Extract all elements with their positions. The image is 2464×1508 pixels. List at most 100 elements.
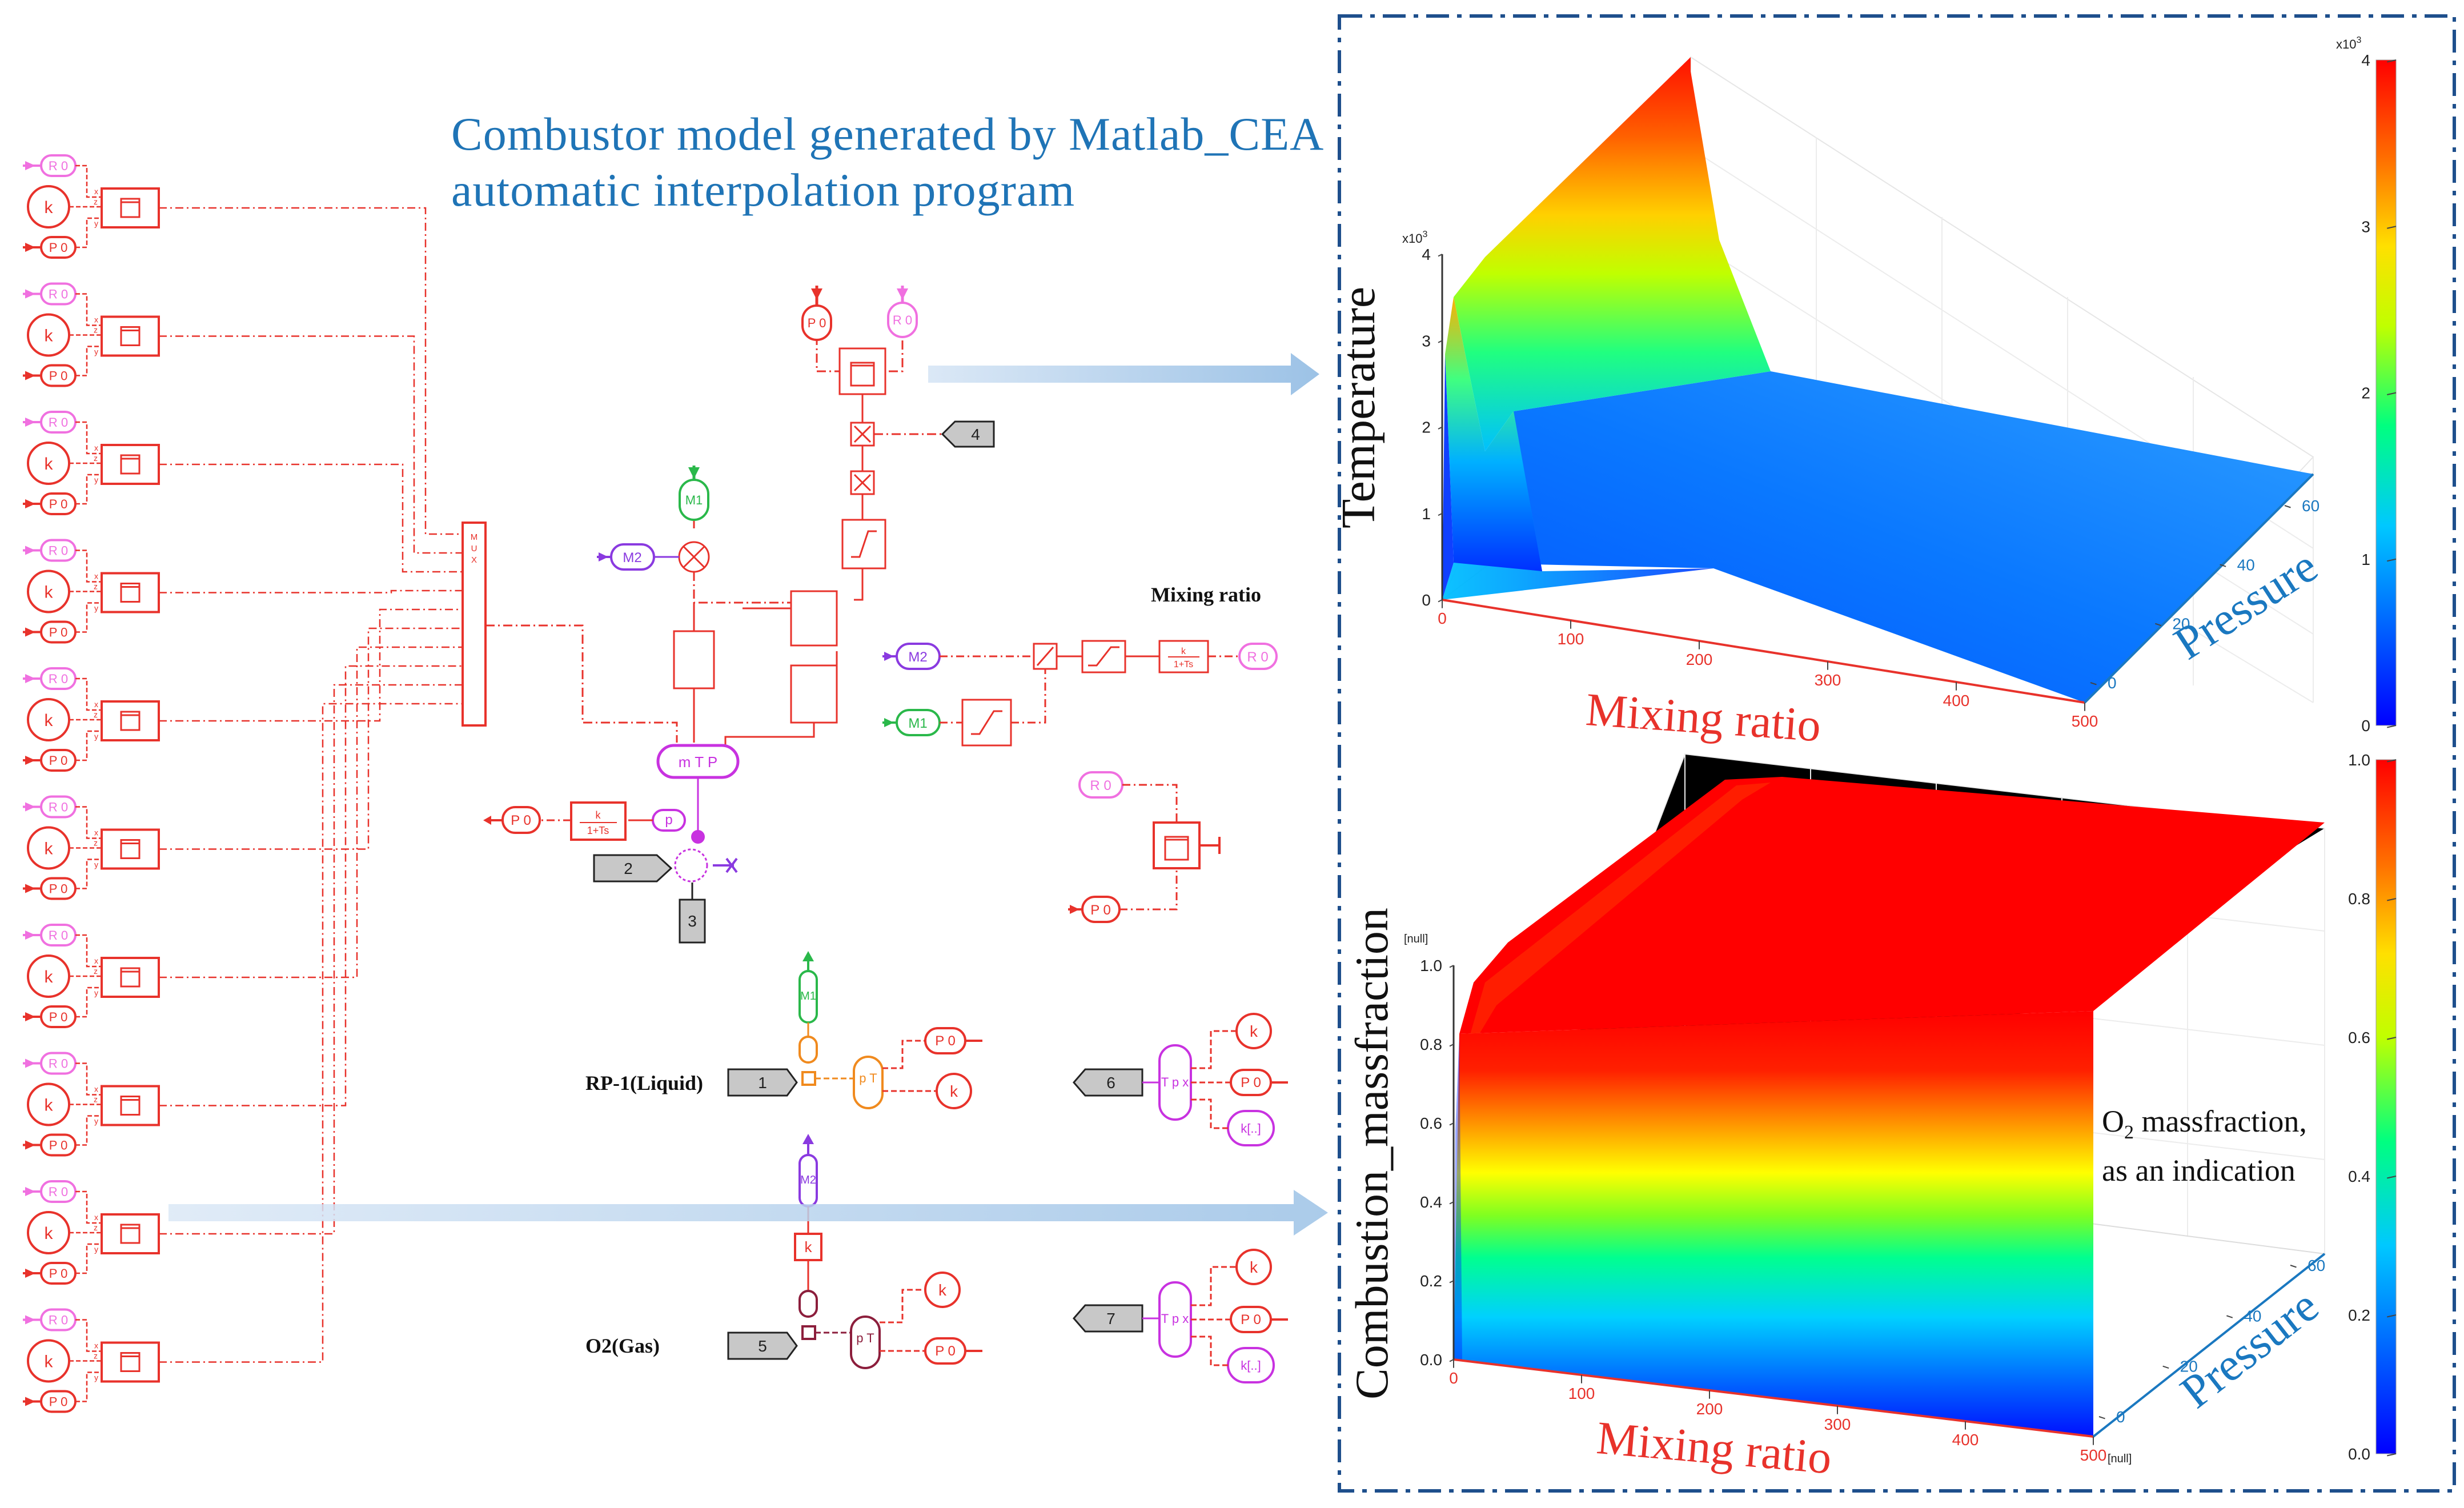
interp-port-y: y — [94, 1245, 98, 1254]
tick-mark — [2387, 1176, 2397, 1179]
tick-mark — [1449, 1359, 1454, 1362]
tick-label: 40 — [2237, 556, 2255, 573]
aux-p0-label: P 0 — [1090, 903, 1111, 918]
o2-k-box-label: k — [805, 1238, 813, 1256]
mux-block: M U X — [462, 522, 487, 727]
interp-port-y: y — [94, 860, 98, 869]
interp-r0-label: R 0 — [49, 672, 68, 686]
mf-z-unit: [null] — [1404, 933, 1428, 945]
tick-label: 300 — [1824, 1415, 1851, 1433]
tick-label: 0.2 — [1420, 1272, 1442, 1290]
interp-k-label: k — [45, 327, 54, 346]
tick-mark — [2284, 505, 2291, 508]
tick-label: 20 — [2180, 1358, 2198, 1375]
mux-label-x: X — [471, 555, 477, 565]
tag-2-label: 2 — [624, 860, 633, 877]
interp-r0-label: R 0 — [49, 159, 68, 173]
figure-title-line-1: Combustor model generated by Matlab_CEA — [451, 108, 1325, 160]
tick-label: 100 — [1558, 630, 1584, 648]
tick-label: 0.2 — [2348, 1306, 2370, 1324]
mixer-m2-label: M2 — [623, 550, 641, 566]
interp-r0-label: R 0 — [49, 544, 68, 558]
tick-label: 4 — [1422, 246, 1431, 263]
interp-port-z: z — [94, 710, 98, 719]
temp-z-label: Temperature — [1332, 286, 1385, 528]
lag-den: 1+Ts — [587, 825, 609, 836]
tick-label: 0 — [1422, 591, 1431, 609]
mr-tf-num: k — [1181, 647, 1186, 656]
mf-colorbar — [2375, 759, 2397, 1454]
rp1-pt-label: p T — [859, 1071, 877, 1085]
interp-block-5: R 0 k P 0 xz y — [23, 608, 463, 772]
mf-x-axis — [1453, 1358, 2094, 1438]
interp-port-y: y — [94, 475, 98, 484]
tick-label: 3 — [1422, 332, 1431, 350]
interp-port-y: y — [94, 1117, 98, 1126]
mf-surface-front — [1454, 1011, 2093, 1437]
tag-4-label: 4 — [971, 426, 980, 443]
tick-mark — [2387, 392, 2397, 395]
tag-3-label: 3 — [688, 912, 697, 930]
o2-m2-label: M2 — [800, 1174, 816, 1186]
temp-y-axis — [2084, 473, 2314, 704]
rp1-p0-label: P 0 — [935, 1033, 956, 1049]
plots-frame — [1338, 14, 2456, 1493]
tick-label: 0 — [2108, 674, 2117, 692]
aux-lookup: R 0 P 0 — [1068, 771, 1221, 923]
o2-label: O2(Gas) — [585, 1334, 660, 1357]
reader-6-tpx: T p x — [1161, 1075, 1189, 1089]
tick-label: 60 — [2308, 1257, 2325, 1274]
temp-surface-ridge — [1454, 57, 1771, 451]
temp-z-multiplier: x103 — [1402, 230, 1427, 246]
tick-mark — [2387, 1037, 2397, 1040]
o2-source: M2 k p T k P 0 5 — [727, 1134, 982, 1369]
interp-port-z: z — [94, 1095, 98, 1104]
interp-k-label: k — [45, 1353, 54, 1371]
lookup-inputs: P 0 R 0 4 — [801, 286, 995, 448]
tick-label: 2 — [1422, 419, 1431, 436]
reader-6-p0: P 0 — [1241, 1075, 1261, 1090]
o2-p0-label: P 0 — [935, 1343, 956, 1359]
tick-mark — [2387, 1453, 2397, 1457]
tick-mark — [2387, 1314, 2397, 1318]
tick-label: 0.6 — [1420, 1114, 1442, 1132]
mixer-inputs: M1 M2 — [597, 466, 709, 571]
tick-mark — [2290, 1265, 2297, 1268]
tick-label: 4 — [2361, 51, 2370, 69]
interp-k-label: k — [45, 840, 54, 859]
o2-k-label: k — [938, 1281, 947, 1299]
rp1-label: RP-1(Liquid) — [585, 1072, 704, 1094]
temp-colorbar-multiplier: x103 — [2336, 35, 2361, 51]
tag-6-label: 6 — [1106, 1074, 1115, 1092]
interp-port-y: y — [94, 604, 98, 613]
tick-label: 0.6 — [2348, 1029, 2370, 1046]
tick-mark — [2220, 564, 2226, 567]
tick-label: 20 — [2172, 615, 2190, 633]
figure-title-line-2: automatic interpolation program — [451, 164, 1076, 216]
arrow-to-massfraction-plot — [168, 1190, 1328, 1236]
interp-port-y: y — [94, 988, 98, 997]
tick-label: 1.0 — [2348, 751, 2370, 769]
interp-block-3: R 0 k P 0 xz y — [23, 411, 463, 573]
tag-7-label: 7 — [1106, 1310, 1115, 1327]
tick-label: 500 — [2080, 1446, 2107, 1464]
reader-7-tpx: T p x — [1161, 1312, 1189, 1326]
mr-r0-label: R 0 — [1247, 649, 1268, 665]
interp-r0-label: R 0 — [49, 1185, 68, 1199]
tick-mark — [1438, 426, 1443, 430]
reader-6-kbr: k[..] — [1241, 1121, 1261, 1136]
reader-7-k: k — [1250, 1258, 1258, 1276]
temp-z-ticks: 0 1 2 3 4 — [1422, 246, 1443, 609]
tick-mark — [2155, 623, 2162, 627]
interp-port-x: x — [94, 1341, 98, 1350]
interp-port-y: y — [94, 732, 98, 741]
interp-port-z: z — [94, 326, 98, 335]
tick-label: 400 — [1943, 692, 1970, 709]
interp-p0-label: P 0 — [49, 882, 68, 896]
interp-port-z: z — [94, 197, 98, 206]
interp-block-4: R 0 k P 0 xz y — [23, 539, 463, 644]
